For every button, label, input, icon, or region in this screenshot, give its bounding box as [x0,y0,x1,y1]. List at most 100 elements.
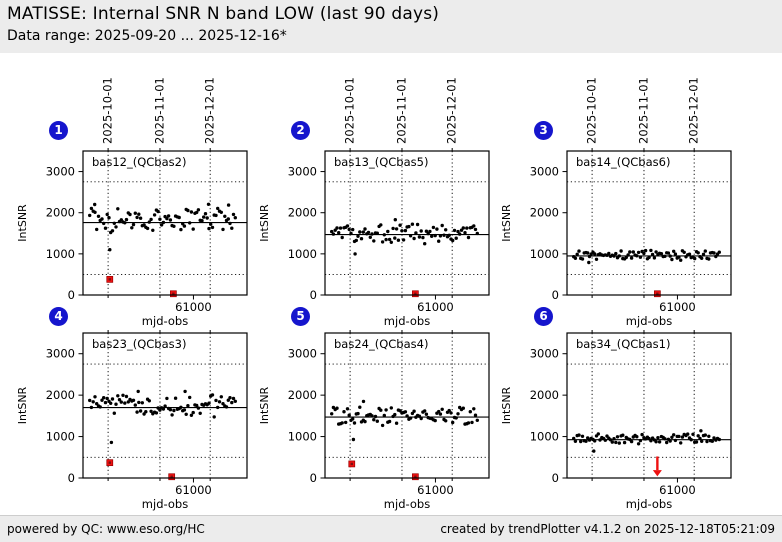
scatter-points [330,218,479,256]
footer-powered-by: powered by QC: www.eso.org/HC [7,522,205,536]
threshold-lines [83,363,247,458]
scatter-plot-bas23[interactable]: 0 1000 2000 3000 61000 mjd-obs IntSNR bas23_(QC… [0,305,252,521]
x-tick-label: 61000 [659,483,696,497]
plot-title: bas13_(QCbas5) [334,155,428,169]
threshold-lines [567,181,731,275]
plot-area [567,333,731,478]
y-tick-label: 3000 [46,347,75,361]
y-tick-label: 3000 [288,165,317,179]
x-tick-label: 61000 [175,483,212,497]
plot-badge-1[interactable]: 1 [49,121,68,140]
scatter-plot-bas34[interactable]: 0 1000 2000 3000 61000 mjd-obs IntSNR bas34_(QC… [484,305,736,521]
y-tick-label: 3000 [530,165,559,179]
plot-frame [82,332,248,479]
y-tick-label: 0 [68,471,75,485]
footer-created-by: created by trendPlotter v4.1.2 on 2025-1… [440,522,775,536]
plot-area [325,333,489,478]
y-tick-label: 1000 [288,247,317,261]
month-tick-label: 2025-12-01 [203,77,217,144]
y-tick-label: 2000 [530,388,559,402]
month-gridlines: 2025-10-01 2025-11-01 2025-12-01 [585,77,701,298]
y-tick-label: 1000 [530,430,559,444]
y-tick-label: 0 [552,288,559,302]
y-tick-label: 1000 [288,430,317,444]
scatter-plot-svg: 2025-10-01 2025-11-01 2025-12-01 0 1000 2000 3… [258,77,490,328]
y-tick-label: 3000 [288,347,317,361]
x-axis-label: mjd-obs [142,497,188,511]
scatter-points [572,429,721,453]
plot-area [325,151,489,295]
scatter-plot-bas13[interactable]: 2025-10-01 2025-11-01 2025-12-01 0 1000 2000 3… [242,70,494,336]
plot-frame [82,150,248,296]
outlier-markers [348,460,419,481]
outlier-markers [412,290,419,298]
month-gridlines: 2025-10-01 2025-11-01 2025-12-01 [101,77,217,298]
threshold-lines [567,363,731,458]
plot-badge-2[interactable]: 2 [291,121,310,140]
plot-title: bas34_(QCbas1) [576,337,670,351]
page-footer: powered by QC: www.eso.org/HC created by… [0,515,782,542]
outlier-markers [106,459,176,481]
threshold-lines [325,181,489,275]
plot-title: bas14_(QCbas6) [576,155,670,169]
plot-badge-6[interactable]: 6 [534,307,553,326]
plot-badge-4[interactable]: 4 [49,307,68,326]
plot-frame [566,332,732,479]
y-axis-label: IntSNR [16,204,29,242]
y-axis-label: IntSNR [258,204,271,242]
plot-badge-3[interactable]: 3 [534,121,553,140]
plot-area [567,151,731,295]
x-axis-label: mjd-obs [384,314,430,328]
y-axis-ticks: 0 1000 2000 3000 [46,165,83,302]
scatter-points [330,399,479,442]
y-tick-label: 3000 [46,165,75,179]
y-axis-ticks: 0 1000 2000 3000 [530,165,567,302]
x-tick-label: 61000 [175,300,212,314]
y-tick-label: 2000 [288,206,317,220]
y-tick-label: 1000 [46,430,75,444]
scatter-plot-bas24[interactable]: 0 1000 2000 3000 61000 mjd-obs IntSNR bas24_(QC… [242,305,494,521]
x-axis-label: mjd-obs [142,314,188,328]
outlier-markers [106,276,177,298]
x-tick-label: 61000 [417,300,454,314]
y-axis-label: IntSNR [500,204,513,242]
month-tick-label: 2025-12-01 [687,77,701,144]
x-tick-label: 61000 [417,483,454,497]
y-axis-ticks: 0 1000 2000 3000 [288,165,325,302]
y-axis-label: IntSNR [258,386,271,424]
month-tick-label: 2025-10-01 [101,77,115,144]
y-tick-label: 2000 [46,388,75,402]
plot-title: bas24_(QCbas4) [334,337,428,351]
plot-frame [566,150,732,296]
month-tick-label: 2025-11-01 [152,77,166,144]
x-tick-label: 61000 [659,300,696,314]
scatter-points [88,389,237,445]
outlier-markers [654,290,661,298]
y-tick-label: 0 [68,288,75,302]
page-header: MATISSE: Internal SNR N band LOW (last 9… [0,0,782,53]
plot-title: bas12_(QCbas2) [92,155,186,169]
scatter-plot-svg: 2025-10-01 2025-11-01 2025-12-01 0 1000 2000 3… [500,77,732,328]
outlier-arrow [652,456,662,477]
y-axis-label: IntSNR [500,386,513,424]
month-tick-label: 2025-10-01 [585,77,599,144]
scatter-plot-bas14[interactable]: 2025-10-01 2025-11-01 2025-12-01 0 1000 2000 3… [484,70,736,336]
scatter-plot-bas12[interactable]: 2025-10-01 2025-11-01 2025-12-01 0 1000 2000 3… [0,70,252,336]
y-tick-label: 2000 [288,388,317,402]
scatter-points [88,202,237,252]
scatter-points [572,248,721,265]
x-axis-label: mjd-obs [384,497,430,511]
plot-badge-5[interactable]: 5 [291,307,310,326]
data-range-subtitle: Data range: 2025-09-20 ... 2025-12-16* [7,28,287,44]
y-axis-ticks: 0 1000 2000 3000 [46,347,83,485]
y-axis-label: IntSNR [16,386,29,424]
